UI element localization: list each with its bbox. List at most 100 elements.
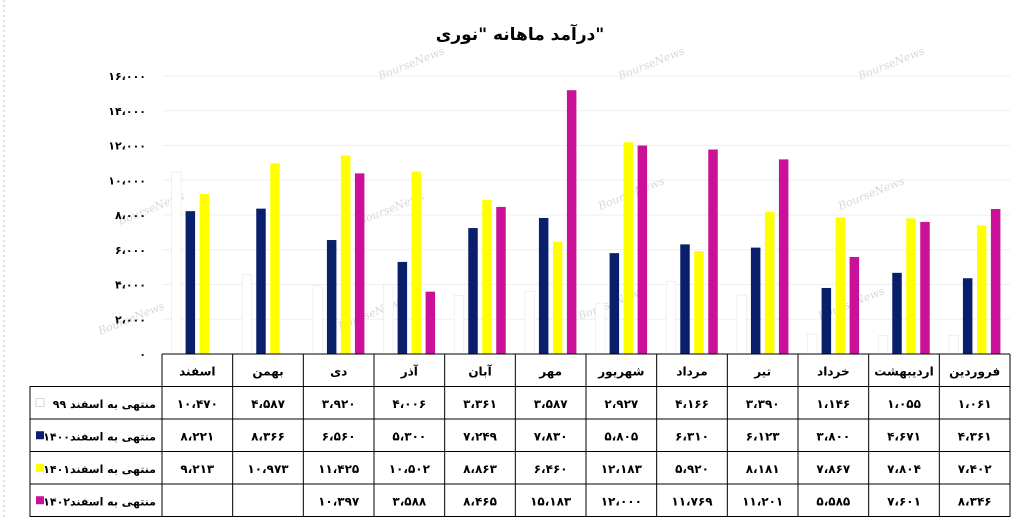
data-label: ۱۵،۱۸۳ (530, 494, 572, 508)
data-label: ۶،۴۶۰ (534, 462, 568, 476)
bar (340, 155, 351, 354)
data-label: ۸،۲۲۱ (180, 429, 214, 443)
data-label: ۸،۴۶۵ (463, 494, 497, 508)
data-label: ۳،۸۰۰ (816, 429, 850, 443)
x-tick-label: اردیبهشت (874, 364, 933, 378)
data-label: ۶،۳۱۰ (675, 429, 709, 443)
data-label: ۳،۵۸۷ (534, 397, 569, 411)
data-label: ۳،۳۹۰ (746, 397, 780, 411)
bar (680, 244, 690, 354)
bar (750, 247, 761, 354)
bar (383, 284, 394, 355)
legend-label: منتهی به اسفند۱۴۰۰ (43, 430, 156, 443)
bar (171, 171, 182, 355)
bar (694, 251, 704, 354)
data-label: ۳،۳۶۱ (463, 397, 497, 411)
x-tick-label: تیر (753, 364, 771, 378)
data-label: ۶،۵۶۰ (322, 429, 356, 443)
data-label: ۱۰،۳۹۷ (318, 494, 360, 508)
bar (778, 159, 789, 354)
data-label: ۱۱،۲۰۱ (742, 494, 783, 508)
bar (326, 240, 337, 354)
bar (948, 335, 959, 355)
data-label: ۸،۳۶۶ (251, 429, 285, 443)
data-label: ۱،۰۵۵ (887, 397, 921, 411)
bar (241, 274, 253, 355)
legend-label: منتهی به اسفند۱۴۰۱ (43, 463, 156, 476)
bar (270, 163, 280, 354)
bar (312, 285, 323, 355)
x-tick-label: دی (330, 364, 347, 378)
bar (807, 333, 818, 355)
y-tick-label: ۱۲،۰۰۰ (108, 140, 146, 153)
bar (468, 228, 478, 354)
bar (524, 291, 535, 355)
x-tick-label: آذر (400, 363, 419, 378)
data-label: ۵،۸۰۵ (604, 429, 638, 443)
bar (708, 149, 718, 354)
bar (199, 193, 210, 354)
bar (736, 294, 747, 355)
bar (185, 211, 196, 354)
data-label: ۱۰،۴۷۰ (177, 397, 218, 411)
bar (637, 145, 648, 354)
bar (566, 90, 577, 354)
data-label: ۷،۸۰۴ (887, 462, 921, 476)
bar (821, 287, 832, 354)
y-tick-label: ۱۶،۰۰۰ (108, 70, 146, 83)
bar (990, 208, 1001, 354)
x-tick-label: مهر (538, 364, 562, 378)
watermark-text: BourseNews (855, 44, 926, 83)
data-label: ۵،۳۰۰ (392, 429, 426, 443)
data-label: ۷،۸۶۷ (816, 462, 851, 476)
data-label: ۸،۳۴۶ (958, 494, 992, 508)
data-label: ۵،۵۸۵ (816, 494, 850, 508)
bar (482, 200, 492, 354)
watermark-text: BourseNews (615, 44, 686, 83)
data-label: ۸،۱۸۱ (746, 462, 780, 476)
bar (920, 221, 930, 354)
bar (976, 225, 987, 354)
legend-label: منتهی به اسفند ۹۹ (53, 398, 156, 411)
data-label: ۷،۶۰۱ (887, 494, 921, 508)
bar (425, 291, 436, 354)
data-label: ۱،۱۴۶ (816, 397, 850, 411)
data-label: ۹،۲۱۳ (180, 462, 215, 476)
x-tick-label: مرداد (676, 364, 707, 378)
bar (411, 171, 422, 354)
x-tick-label: شهریور (597, 364, 644, 379)
data-table: فروردین اردیبهشت خرداد تیر مرداد شهریور مهر آبا… (29, 353, 1011, 517)
bar (552, 241, 563, 354)
data-label: ۴،۳۶۱ (958, 429, 992, 443)
x-tick-label: خرداد (817, 364, 850, 378)
watermark-text: BourseNews (375, 44, 446, 83)
x-tick-label: بهمن (252, 364, 283, 378)
data-label: ۴،۵۸۷ (251, 397, 286, 411)
data-label: ۷،۲۴۹ (463, 429, 498, 443)
data-label: ۱،۰۶۱ (958, 397, 992, 411)
bar (764, 211, 775, 354)
y-tick-label: ۴،۰۰۰ (115, 279, 146, 292)
y-tick-label: ۸،۰۰۰ (115, 209, 146, 222)
bar (256, 208, 266, 354)
data-label: ۷،۸۳۰ (534, 429, 568, 443)
legend-swatch (35, 398, 45, 408)
legend-swatch (36, 496, 44, 505)
bar (962, 278, 973, 354)
data-label: ۵،۹۲۰ (675, 462, 709, 476)
data-label: ۷،۴۰۲ (958, 462, 993, 476)
chart-title: درآمد ماهانه "نوری" (436, 23, 604, 45)
bar (906, 218, 916, 354)
data-label: ۱۰،۵۰۲ (389, 462, 431, 476)
x-tick-label: فروردین (949, 364, 1000, 379)
y-tick-label: ۲،۰۰۰ (115, 313, 146, 326)
bar (877, 335, 889, 355)
y-tick-label: ۶،۰۰۰ (115, 244, 146, 257)
legend-swatch (36, 463, 44, 472)
bar (538, 217, 549, 354)
y-tick-label: ۱۴،۰۰۰ (108, 105, 146, 118)
bar (354, 173, 365, 354)
data-label: ۱۲،۰۰۰ (601, 494, 642, 508)
